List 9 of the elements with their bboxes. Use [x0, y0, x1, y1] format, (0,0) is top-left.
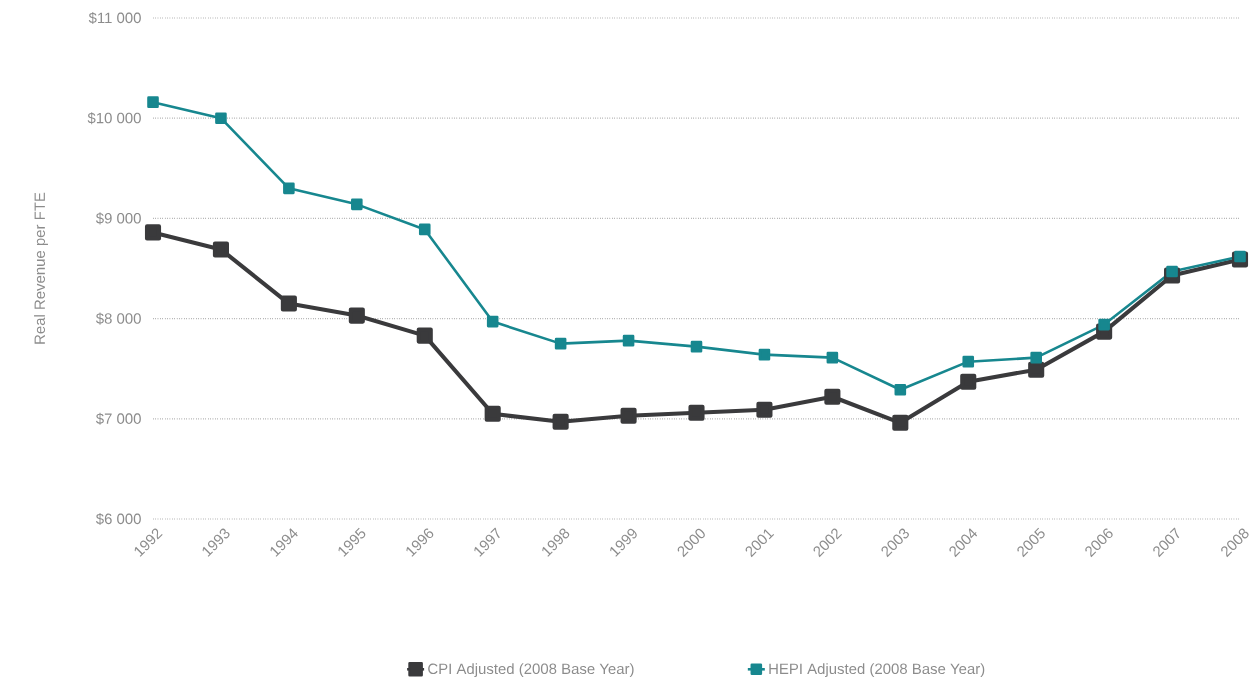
y-tick-label: $6 000	[95, 512, 141, 526]
legend-label: HEPI Adjusted (2008 Base Year)	[769, 663, 985, 678]
y-tick-label: $8 000	[95, 312, 141, 325]
y-tick-label: $10 000	[87, 112, 141, 125]
y-axis-title: Real Revenue per FTE	[34, 192, 48, 344]
y-tick-label: $11 000	[88, 11, 141, 25]
y-tick-label: $7 000	[95, 412, 141, 425]
legend-label: CPI Adjusted (2008 Base Year)	[428, 663, 634, 678]
y-tick-label: $9 000	[95, 212, 141, 225]
